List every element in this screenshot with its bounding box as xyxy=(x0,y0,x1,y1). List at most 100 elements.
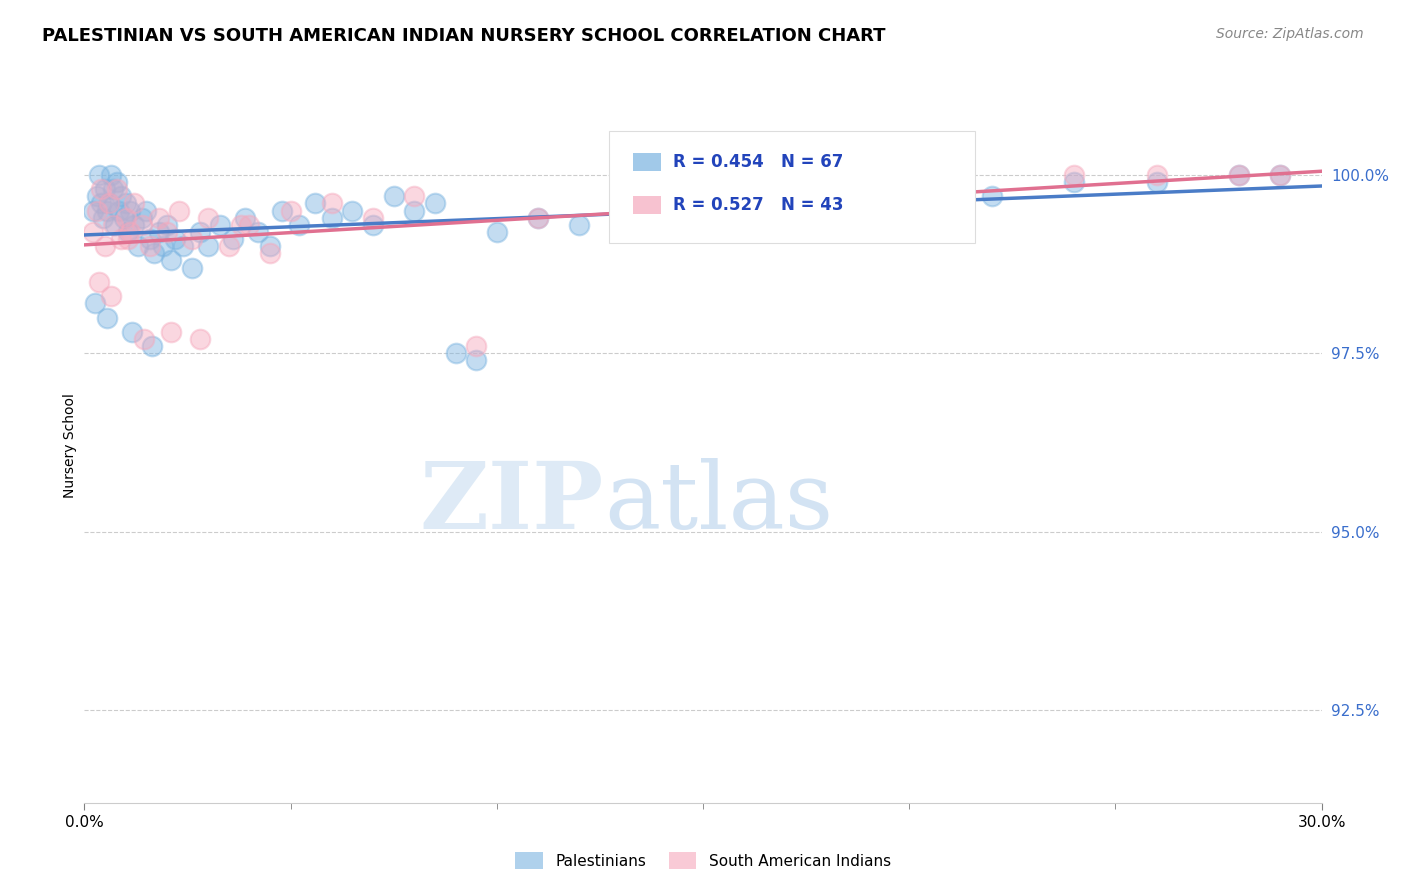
Point xyxy=(280,203,302,218)
Point xyxy=(122,196,145,211)
Point xyxy=(134,332,156,346)
Point xyxy=(321,211,343,225)
Point xyxy=(856,182,879,196)
Point xyxy=(444,346,467,360)
Point xyxy=(98,196,121,211)
Point xyxy=(238,218,260,232)
Point xyxy=(110,232,132,246)
Point xyxy=(361,218,384,232)
Point xyxy=(143,246,166,260)
Point xyxy=(118,225,141,239)
Point xyxy=(114,211,136,225)
Point xyxy=(96,310,118,325)
Point xyxy=(898,182,921,196)
Point xyxy=(148,211,170,225)
Point xyxy=(160,253,183,268)
Point xyxy=(423,196,446,211)
Point xyxy=(188,332,211,346)
Point xyxy=(939,182,962,196)
Point xyxy=(135,203,157,218)
Point xyxy=(90,182,112,196)
Text: atlas: atlas xyxy=(605,458,834,548)
Point xyxy=(172,239,194,253)
Point xyxy=(209,218,232,232)
Point xyxy=(342,203,364,218)
Point xyxy=(1270,168,1292,182)
Point xyxy=(609,203,631,218)
Point xyxy=(1063,175,1085,189)
Point xyxy=(1063,168,1085,182)
Point xyxy=(167,203,190,218)
Text: ZIP: ZIP xyxy=(420,458,605,548)
Point xyxy=(117,232,139,246)
Point xyxy=(218,239,240,253)
Point xyxy=(83,296,105,310)
Point xyxy=(259,246,281,260)
Point xyxy=(103,182,125,196)
Text: R = 0.454   N = 67: R = 0.454 N = 67 xyxy=(672,153,844,171)
Point xyxy=(105,175,128,189)
Point xyxy=(118,203,141,218)
Point xyxy=(321,196,343,211)
Point xyxy=(165,232,187,246)
Point xyxy=(94,239,117,253)
Point xyxy=(100,168,122,182)
Point xyxy=(82,225,104,239)
Point xyxy=(122,218,145,232)
Point xyxy=(775,189,797,203)
Point xyxy=(229,218,252,232)
Text: R = 0.527   N = 43: R = 0.527 N = 43 xyxy=(672,196,844,214)
Point xyxy=(103,218,125,232)
Point xyxy=(1146,168,1168,182)
Y-axis label: Nursery School: Nursery School xyxy=(63,393,77,499)
Point xyxy=(91,211,114,225)
Point xyxy=(98,196,121,211)
Point xyxy=(105,182,128,196)
Point xyxy=(404,189,426,203)
Point xyxy=(259,239,281,253)
Point xyxy=(1146,175,1168,189)
Point xyxy=(86,203,108,218)
Point xyxy=(90,196,112,211)
Point xyxy=(114,196,136,211)
Point xyxy=(222,232,245,246)
Point xyxy=(527,211,550,225)
Point xyxy=(108,203,131,218)
Point xyxy=(197,211,219,225)
Point xyxy=(156,218,179,232)
Point xyxy=(692,203,714,218)
Point xyxy=(131,218,153,232)
Legend: Palestinians, South American Indians: Palestinians, South American Indians xyxy=(509,846,897,875)
Point xyxy=(1227,168,1250,182)
Point xyxy=(82,203,104,218)
Point xyxy=(104,218,127,232)
Point xyxy=(86,189,108,203)
Point xyxy=(246,225,269,239)
Point xyxy=(651,196,673,211)
Point xyxy=(131,211,153,225)
Text: PALESTINIAN VS SOUTH AMERICAN INDIAN NURSERY SCHOOL CORRELATION CHART: PALESTINIAN VS SOUTH AMERICAN INDIAN NUR… xyxy=(42,27,886,45)
Point xyxy=(1270,168,1292,182)
Point xyxy=(361,211,384,225)
Point xyxy=(980,189,1002,203)
Point xyxy=(1227,168,1250,182)
Point xyxy=(160,325,183,339)
Point xyxy=(188,225,211,239)
Point xyxy=(110,189,132,203)
Point xyxy=(127,239,149,253)
Point xyxy=(156,225,179,239)
Point xyxy=(404,203,426,218)
Point xyxy=(271,203,294,218)
Point xyxy=(139,232,162,246)
Point xyxy=(609,203,631,218)
Point xyxy=(288,218,311,232)
Point xyxy=(100,289,122,303)
Point xyxy=(87,168,110,182)
Text: Source: ZipAtlas.com: Source: ZipAtlas.com xyxy=(1216,27,1364,41)
Point xyxy=(180,260,202,275)
Point xyxy=(139,239,162,253)
Point xyxy=(87,275,110,289)
Point xyxy=(692,196,714,211)
Point xyxy=(465,353,488,368)
Point xyxy=(304,196,326,211)
